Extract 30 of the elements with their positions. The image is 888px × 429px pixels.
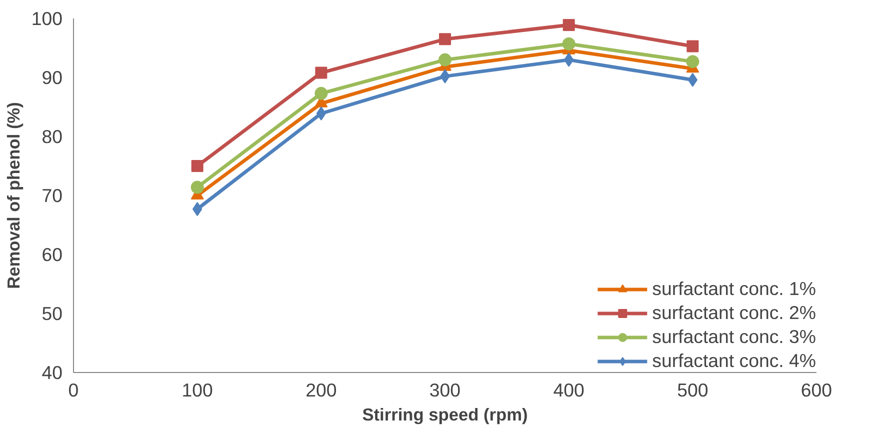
y-tick-label: 100: [31, 8, 63, 29]
x-tick-label: 300: [429, 380, 461, 400]
point: [315, 66, 328, 79]
point: [314, 86, 328, 100]
point: [438, 53, 452, 66]
x-tick-label: 400: [553, 380, 584, 400]
y-tick-label: 90: [42, 67, 63, 88]
y-tick-label: 50: [42, 303, 63, 324]
y-tick-label: 70: [42, 185, 63, 206]
x-tick-label: 500: [677, 380, 708, 400]
y-axis-title: Removal of phenol (%): [3, 102, 24, 289]
point: [439, 33, 451, 46]
y-tick-label: 40: [42, 362, 63, 383]
legend-label: surfactant conc. 4%: [652, 350, 816, 372]
legend-label: surfactant conc. 2%: [652, 302, 816, 324]
y-tick-label: 80: [42, 126, 63, 147]
point: [562, 18, 575, 31]
x-tick-label: 0: [68, 380, 79, 400]
point: [190, 180, 204, 194]
point: [686, 55, 700, 68]
x-tick-label: 600: [800, 380, 832, 400]
point: [191, 160, 204, 172]
point: [562, 37, 576, 50]
point: [686, 40, 699, 52]
legend-label: surfactant conc. 3%: [652, 326, 816, 348]
x-axis-title: Stirring speed (rpm): [362, 404, 528, 424]
x-tick-label: 200: [306, 380, 337, 400]
x-tick-label: 100: [182, 380, 213, 400]
legend-label: surfactant conc. 1%: [652, 278, 816, 300]
y-tick-label: 60: [42, 244, 63, 265]
